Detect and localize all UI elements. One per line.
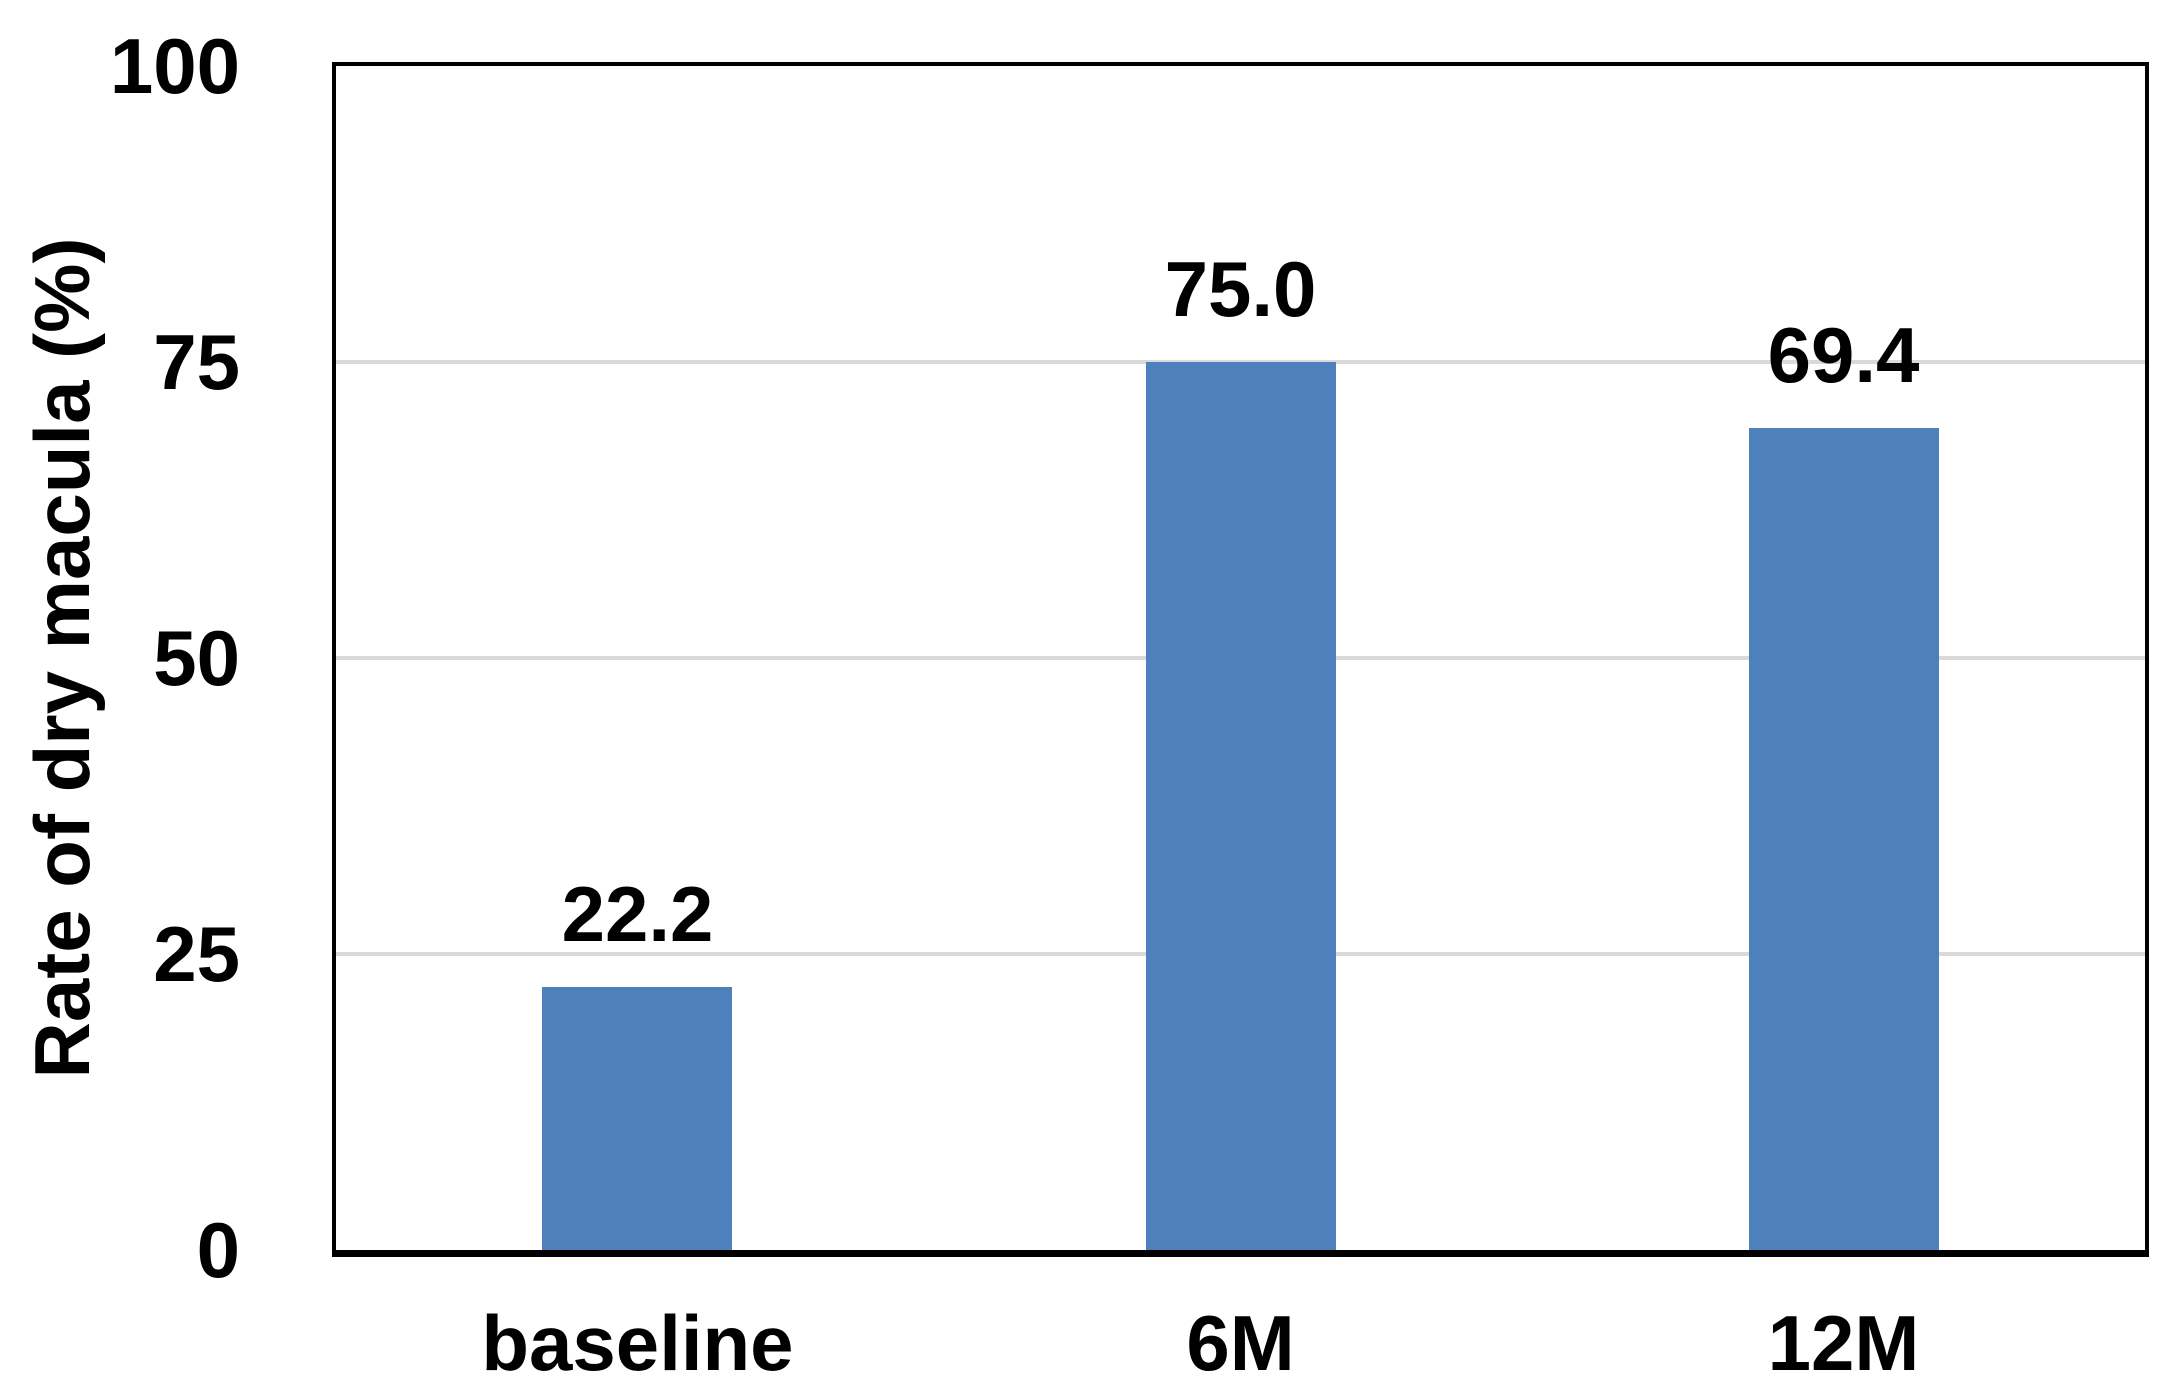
y-axis-tick-labels: 0 25 50 75 100	[0, 22, 240, 1294]
x-category-label: 6M	[1186, 1299, 1295, 1387]
plot-area: 22.2 75.0 69.4	[332, 62, 2149, 1257]
x-category-label: 12M	[1767, 1299, 1920, 1387]
bar	[1748, 428, 1939, 1250]
bar	[542, 987, 733, 1250]
bar-value-label: 69.4	[1767, 311, 1920, 400]
x-axis-category-labels: baseline 6M 12M	[336, 1296, 2145, 1395]
bar	[1145, 362, 1336, 1250]
x-category-label: baseline	[481, 1299, 794, 1387]
y-tick-label: 100	[109, 22, 240, 110]
bar-value-label: 22.2	[561, 870, 714, 959]
y-tick-label: 75	[153, 318, 240, 406]
y-tick-label: 0	[196, 1206, 240, 1294]
y-tick-label: 50	[153, 614, 240, 702]
plot-area-inner: 22.2 75.0 69.4	[336, 66, 2145, 1250]
y-tick-label: 25	[153, 910, 240, 998]
bar-value-label: 75.0	[1164, 245, 1317, 333]
